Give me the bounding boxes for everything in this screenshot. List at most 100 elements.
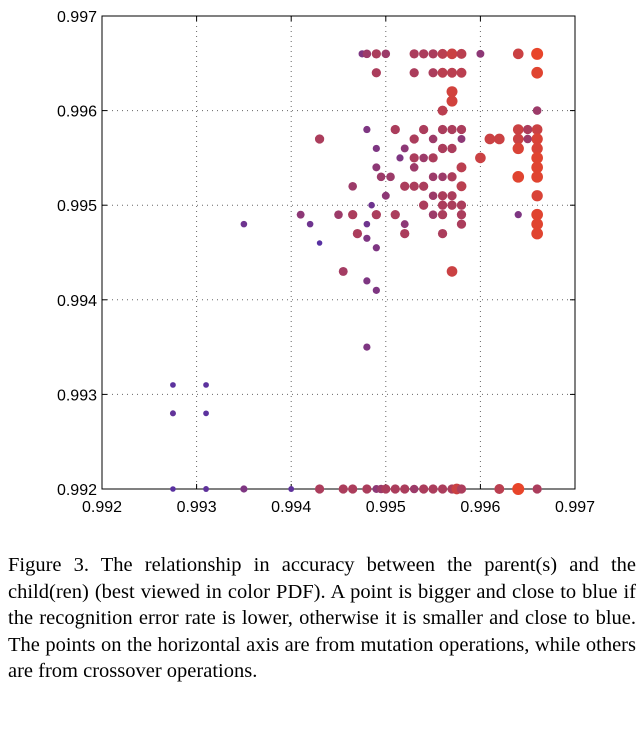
scatter-point (288, 486, 295, 492)
scatter-point (437, 48, 448, 59)
scatter-point (400, 181, 410, 191)
scatter-point (447, 67, 457, 78)
scatter-point (447, 124, 457, 135)
scatter-point (371, 210, 381, 220)
scatter-point (531, 161, 543, 174)
scatter-point (428, 68, 438, 78)
x-tick-label: 0.993 (177, 499, 217, 516)
scatter-point (314, 484, 325, 494)
scatter-point (362, 49, 372, 59)
scatter-point (381, 49, 391, 59)
scatter-point (409, 153, 419, 163)
scatter-point (386, 172, 395, 182)
y-tick-label: 0.993 (57, 387, 97, 404)
scatter-point (437, 143, 448, 154)
scatter-point (494, 133, 505, 145)
scatter-point (390, 210, 400, 220)
scatter-point (532, 106, 542, 115)
scatter-point (456, 48, 467, 59)
scatter-point (371, 49, 381, 59)
scatter-point (203, 486, 209, 492)
scatter-point (400, 228, 410, 239)
scatter-point (381, 484, 391, 494)
scatter-point (437, 105, 448, 116)
scatter-point (170, 382, 176, 388)
scatter-point (456, 200, 467, 210)
scatter-point (169, 410, 176, 417)
scatter-point (512, 48, 524, 60)
scatter-point (296, 210, 305, 219)
scatter-point (494, 484, 505, 494)
plot-frame (101, 15, 576, 490)
y-tick-label: 0.994 (57, 293, 97, 310)
scatter-point (419, 49, 429, 59)
scatter-point (428, 484, 438, 494)
scatter-point (363, 343, 371, 351)
scatter-point (363, 220, 371, 228)
scatter-point (437, 228, 448, 239)
y-tick-label: 0.995 (57, 198, 97, 215)
scatter-point (457, 135, 466, 143)
scatter-point (348, 210, 358, 220)
scatter-point (531, 190, 543, 202)
x-tick-label: 0.997 (555, 499, 595, 516)
scatter-point (475, 152, 486, 164)
scatter-point (390, 484, 400, 494)
scatter-point (446, 86, 458, 98)
scatter-point (446, 266, 458, 277)
scatter-point (484, 133, 496, 145)
scatter-point (203, 410, 209, 417)
scatter-point (437, 191, 448, 201)
scatter-point (316, 240, 323, 246)
figure-caption: Figure 3. The relationship in accuracy b… (8, 554, 636, 682)
scatter-point (437, 210, 448, 220)
scatter-point (372, 163, 381, 172)
scatter-point (523, 134, 532, 144)
axis-ticks: 0.992 0.993 0.994 0.995 0.996 0.997 0.992 0.993… (57, 9, 595, 516)
y-tick-label: 0.996 (57, 104, 97, 121)
scatter-point (400, 144, 409, 153)
scatter-point (447, 172, 457, 182)
scatter-point (438, 172, 447, 182)
scatter-point (523, 124, 533, 135)
scatter-point (531, 124, 543, 135)
scatter-point (512, 142, 524, 155)
scatter-point (363, 277, 371, 285)
x-tick-label: 0.994 (271, 499, 311, 516)
scatter-point (456, 67, 467, 78)
y-tick-label: 0.997 (57, 9, 97, 26)
scatter-point (363, 234, 371, 242)
scatter-point (348, 181, 357, 191)
scatter-point (531, 227, 543, 240)
scatter-point (372, 144, 380, 153)
scatter-point (456, 162, 467, 173)
scatter-point (396, 154, 404, 162)
scatter-point (428, 134, 438, 144)
scatter-point (476, 49, 485, 58)
scatter-point (531, 170, 543, 183)
scatter-point (409, 181, 419, 191)
scatter-point (352, 228, 363, 239)
scatter-point (532, 484, 542, 494)
scatter-point (456, 219, 467, 229)
scatter-point (409, 68, 419, 78)
scatter-point (512, 133, 524, 145)
scatter-point (419, 153, 428, 163)
x-tick-label: 0.992 (82, 499, 122, 516)
scatter-chart: 0.992 0.993 0.994 0.995 0.996 0.997 0.992 0.993… (57, 9, 595, 516)
scatter-point (456, 181, 467, 192)
scatter-point (240, 485, 248, 493)
grid-lines (102, 16, 575, 489)
scatter-point (419, 181, 429, 191)
scatter-point (512, 170, 525, 183)
scatter-point (447, 143, 457, 154)
scatter-point (531, 152, 543, 164)
scatter-point (409, 134, 419, 144)
scatter-point (372, 244, 380, 252)
scatter-point (428, 49, 438, 59)
scatter-point (334, 210, 343, 219)
scatter-point (437, 200, 448, 210)
scatter-point (368, 201, 375, 209)
scatter-point (437, 484, 448, 494)
scatter-point (409, 484, 419, 494)
